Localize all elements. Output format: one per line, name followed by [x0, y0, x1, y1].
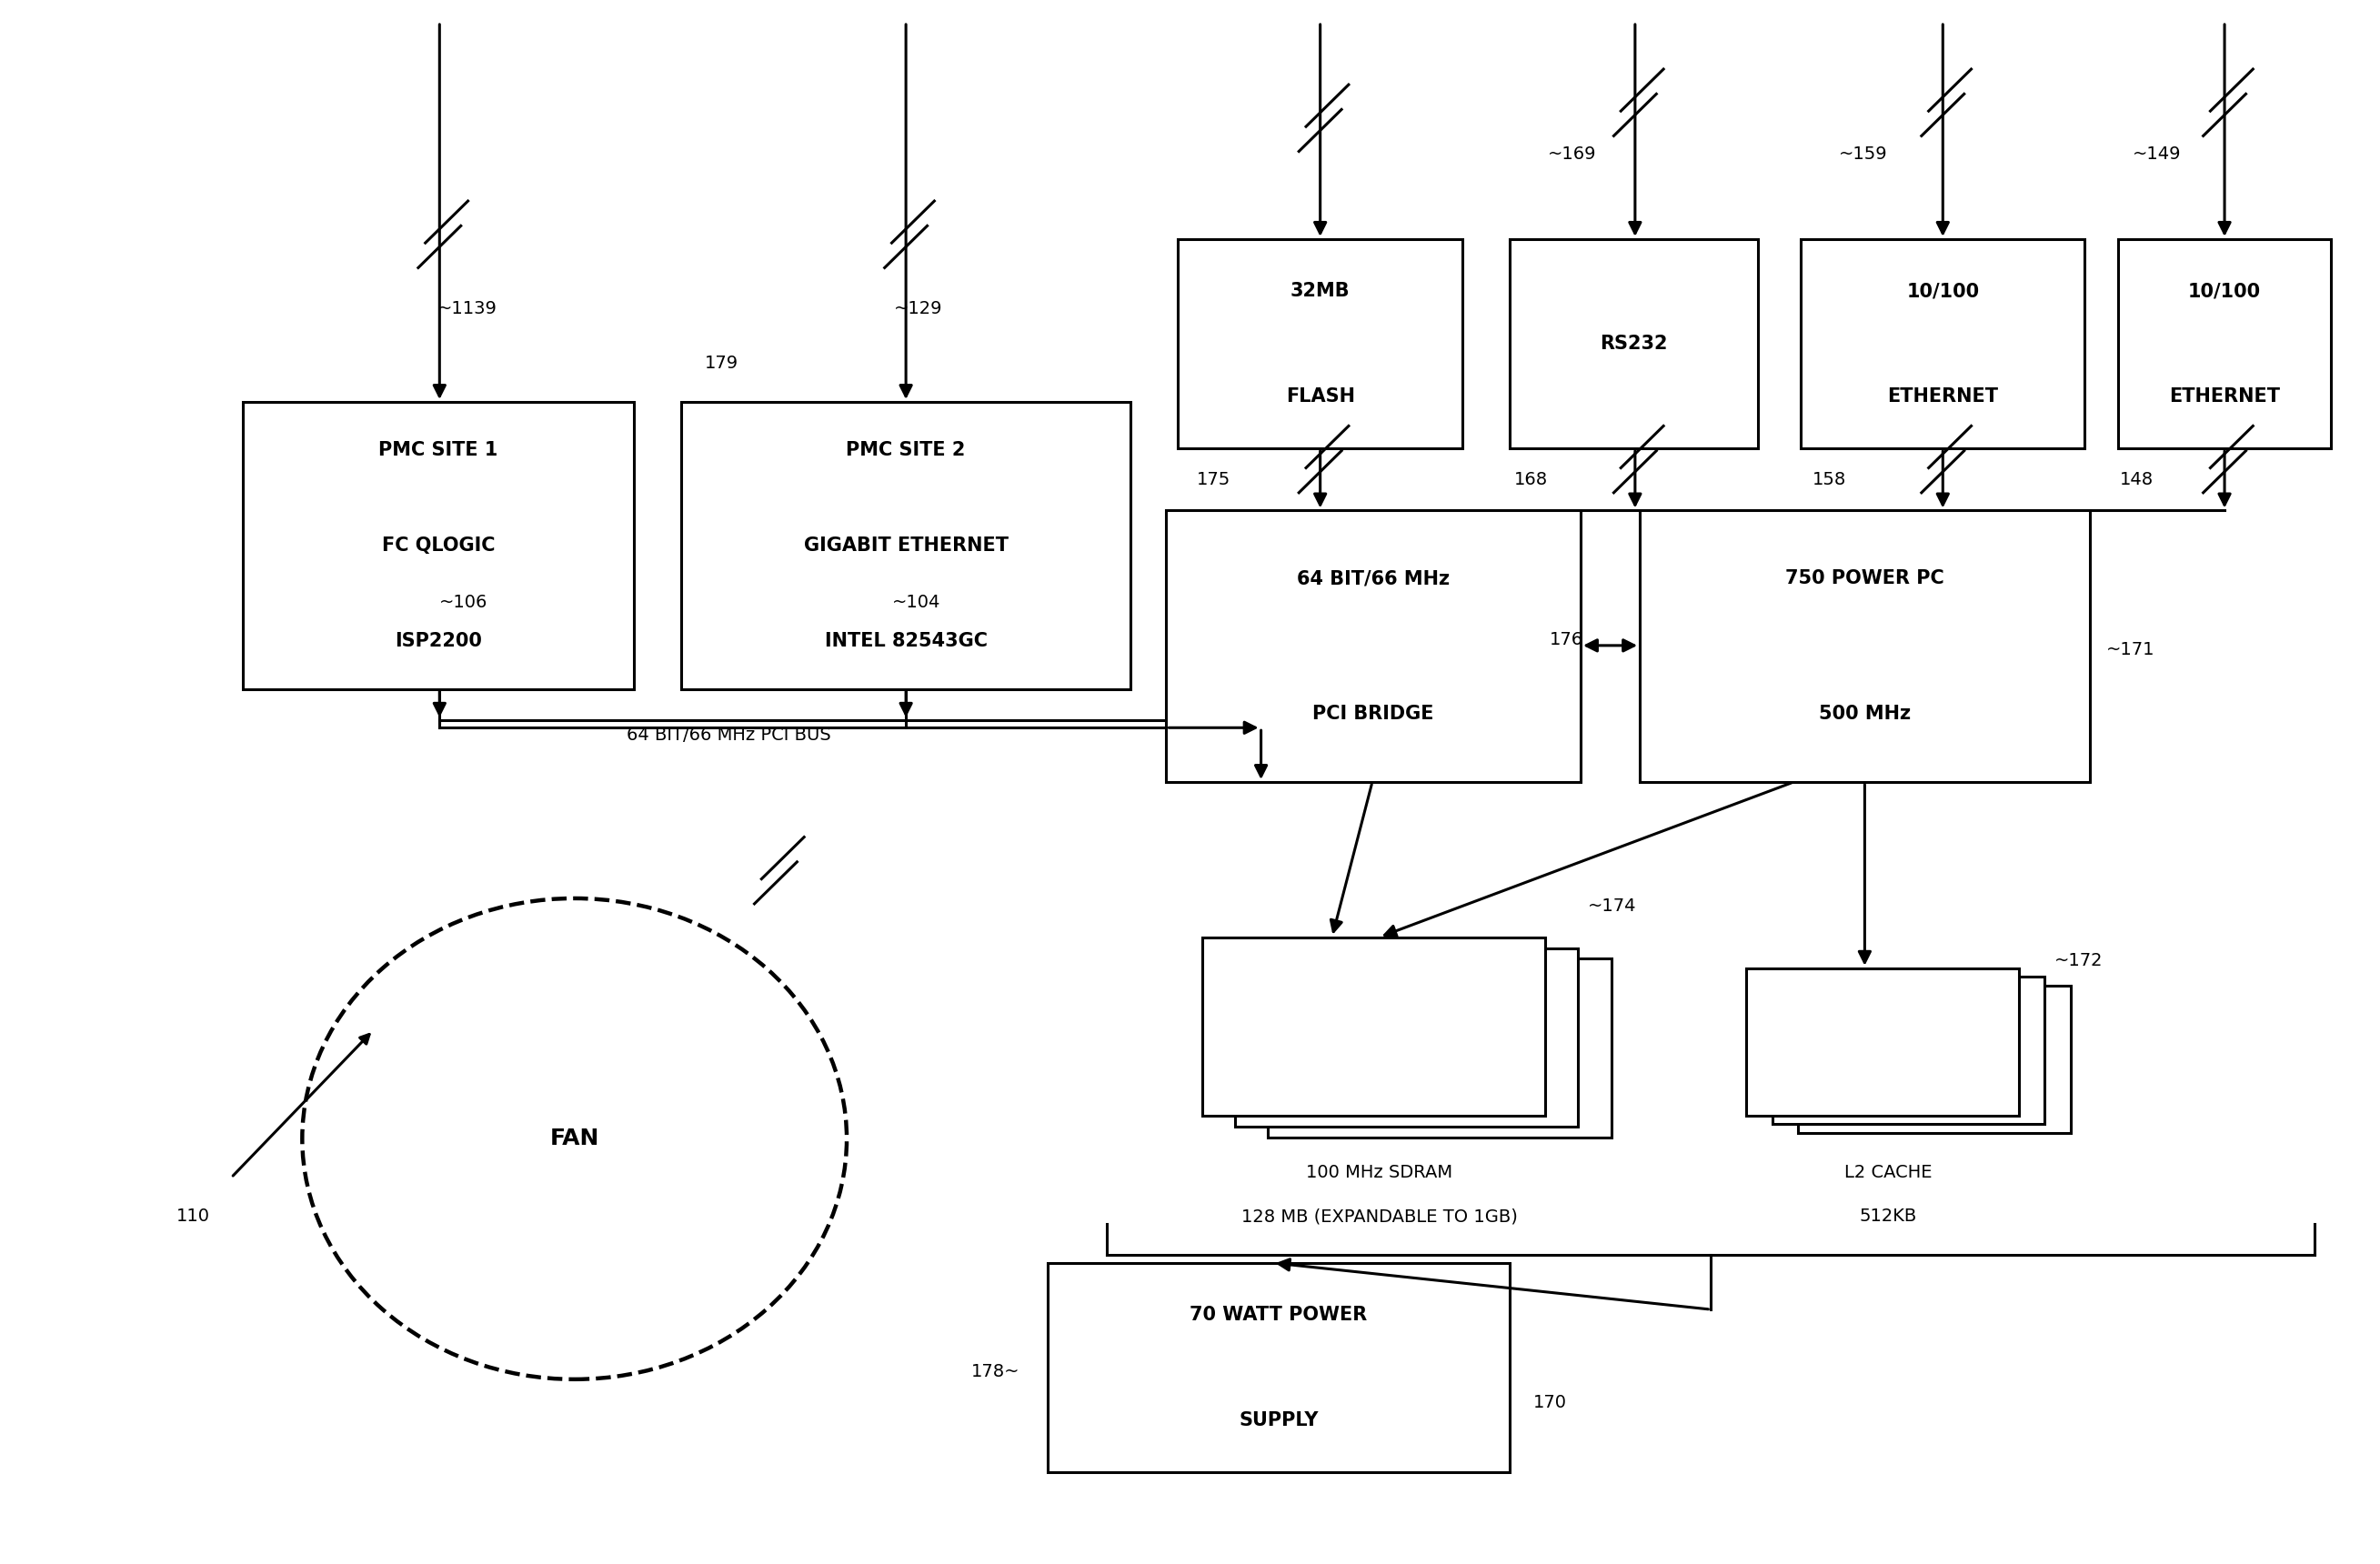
FancyBboxPatch shape	[1166, 510, 1580, 782]
Text: 110: 110	[176, 1207, 209, 1225]
FancyBboxPatch shape	[1235, 948, 1578, 1126]
Text: 10/100: 10/100	[2187, 282, 2261, 300]
Text: 70 WATT POWER: 70 WATT POWER	[1190, 1306, 1368, 1325]
FancyBboxPatch shape	[1799, 985, 2071, 1132]
FancyBboxPatch shape	[1747, 968, 2018, 1115]
Text: 179: 179	[704, 355, 738, 372]
FancyBboxPatch shape	[2118, 239, 2330, 449]
Text: ~174: ~174	[1587, 898, 1637, 915]
Text: 64 BIT/66 MHz: 64 BIT/66 MHz	[1297, 569, 1449, 588]
Text: 750 POWER PC: 750 POWER PC	[1785, 569, 1944, 588]
FancyBboxPatch shape	[681, 402, 1130, 688]
Text: ~159: ~159	[1840, 145, 1887, 163]
Text: PMC SITE 1: PMC SITE 1	[378, 441, 497, 458]
FancyBboxPatch shape	[1509, 239, 1759, 449]
Text: ETHERNET: ETHERNET	[1887, 386, 1999, 405]
Text: PCI BRIDGE: PCI BRIDGE	[1314, 705, 1435, 723]
Text: ~104: ~104	[892, 593, 940, 610]
Text: 176: 176	[1549, 630, 1583, 647]
Text: 100 MHz SDRAM: 100 MHz SDRAM	[1307, 1164, 1452, 1181]
Text: INTEL 82543GC: INTEL 82543GC	[823, 632, 988, 651]
Text: GIGABIT ETHERNET: GIGABIT ETHERNET	[804, 536, 1009, 555]
Text: ISP2200: ISP2200	[395, 632, 483, 651]
Text: 512KB: 512KB	[1859, 1207, 1918, 1225]
Text: ~1139: ~1139	[438, 300, 497, 317]
Text: FAN: FAN	[550, 1128, 600, 1150]
Text: L2 CACHE: L2 CACHE	[1844, 1164, 1933, 1181]
FancyBboxPatch shape	[1802, 239, 2085, 449]
Text: RS232: RS232	[1599, 335, 1668, 353]
FancyBboxPatch shape	[1178, 239, 1461, 449]
Text: 32MB: 32MB	[1290, 282, 1349, 300]
Ellipse shape	[302, 898, 847, 1379]
FancyBboxPatch shape	[1640, 510, 2090, 782]
Text: 175: 175	[1197, 471, 1230, 488]
Text: 10/100: 10/100	[1906, 282, 1980, 300]
Text: ~169: ~169	[1547, 145, 1597, 163]
Text: ETHERNET: ETHERNET	[2168, 386, 2280, 405]
FancyBboxPatch shape	[1202, 937, 1545, 1115]
FancyBboxPatch shape	[1047, 1262, 1509, 1472]
FancyBboxPatch shape	[1269, 959, 1611, 1137]
Text: SUPPLY: SUPPLY	[1240, 1411, 1319, 1429]
Text: 500 MHz: 500 MHz	[1818, 705, 1911, 723]
Text: 148: 148	[2121, 471, 2154, 488]
FancyBboxPatch shape	[243, 402, 633, 688]
Text: 158: 158	[1811, 471, 1847, 488]
Text: PMC SITE 2: PMC SITE 2	[847, 441, 966, 458]
Text: 170: 170	[1533, 1394, 1566, 1411]
Text: ~172: ~172	[2054, 952, 2104, 970]
Text: FC QLOGIC: FC QLOGIC	[381, 536, 495, 555]
FancyBboxPatch shape	[1773, 976, 2044, 1125]
Text: ~106: ~106	[440, 593, 488, 610]
Text: 128 MB (EXPANDABLE TO 1GB): 128 MB (EXPANDABLE TO 1GB)	[1242, 1207, 1518, 1225]
Text: 178~: 178~	[971, 1362, 1019, 1379]
Text: FLASH: FLASH	[1285, 386, 1354, 405]
Text: 64 BIT/66 MHz PCI BUS: 64 BIT/66 MHz PCI BUS	[626, 727, 831, 744]
Text: ~149: ~149	[2132, 145, 2180, 163]
Text: 168: 168	[1514, 471, 1547, 488]
Text: ~171: ~171	[2106, 641, 2154, 658]
Text: ~129: ~129	[895, 300, 942, 317]
